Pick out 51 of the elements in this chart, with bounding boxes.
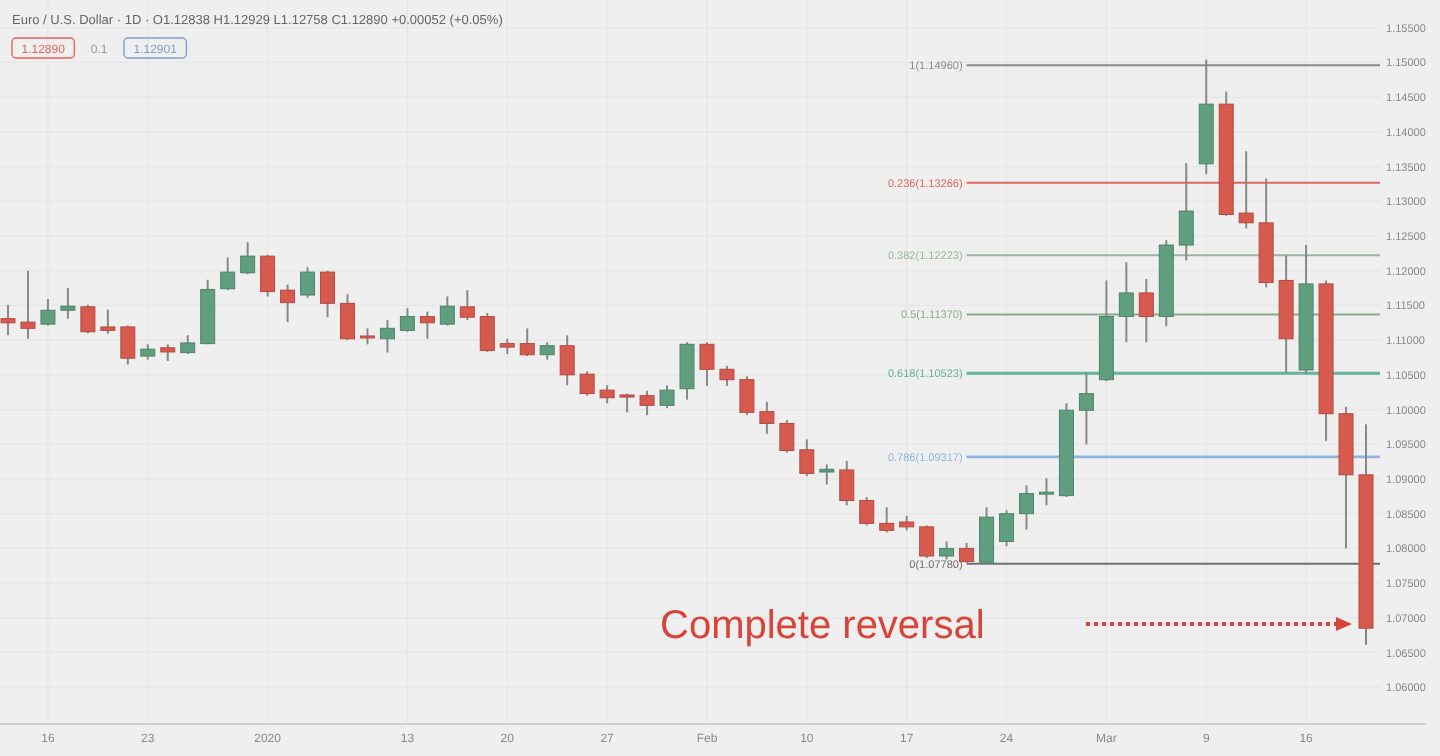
- candlestick: [939, 540, 955, 561]
- candlestick: [759, 400, 775, 435]
- candlestick: [1078, 371, 1094, 446]
- candlestick: [1038, 477, 1054, 507]
- candlestick: [579, 370, 595, 397]
- candlestick: [180, 334, 196, 356]
- candlestick: [80, 303, 96, 335]
- candlestick: [739, 375, 755, 417]
- candlestick: [40, 298, 56, 327]
- candlestick: [919, 524, 935, 560]
- candlestick: [260, 253, 276, 298]
- candlestick: [879, 506, 895, 534]
- candlestick: [599, 384, 615, 405]
- candlestick: [399, 307, 415, 333]
- candlestick: [120, 324, 136, 366]
- candlestick: [659, 384, 675, 410]
- candlestick: [1118, 261, 1134, 344]
- candlestick: [839, 459, 855, 507]
- candlestick: [559, 334, 575, 387]
- candlestick: [959, 541, 975, 564]
- candlestick: [479, 312, 495, 353]
- candlestick: [819, 463, 835, 486]
- candlestick: [220, 256, 236, 292]
- candlestick: [719, 364, 735, 387]
- candlestick: [340, 293, 355, 342]
- candlestick: [519, 327, 535, 358]
- candlestick: [1019, 484, 1034, 531]
- candlestick: [1238, 150, 1254, 230]
- candlestick: [300, 266, 316, 299]
- candlestick: [1178, 162, 1194, 262]
- candlestick: [699, 341, 715, 387]
- candlestick: [639, 389, 655, 417]
- candlestick: [100, 308, 116, 335]
- candlestick: [419, 310, 435, 340]
- candlestick: [320, 269, 336, 319]
- candlestick: [979, 506, 995, 565]
- candlestick: [20, 269, 36, 340]
- candlestick: [859, 496, 875, 527]
- candlestick: [280, 283, 296, 324]
- candlestick: [799, 438, 815, 478]
- candlestick: [1138, 278, 1154, 344]
- candlestick: [439, 295, 455, 327]
- candlestick: [0, 303, 16, 337]
- candlestick: [459, 289, 475, 321]
- candlestick: [779, 418, 795, 454]
- candlestick: [379, 319, 395, 354]
- candlestick: [999, 509, 1015, 548]
- candlestick: [60, 287, 76, 320]
- annotation: Complete reversal: [660, 604, 985, 648]
- candlestick: [240, 241, 256, 276]
- candlestick: [679, 341, 695, 401]
